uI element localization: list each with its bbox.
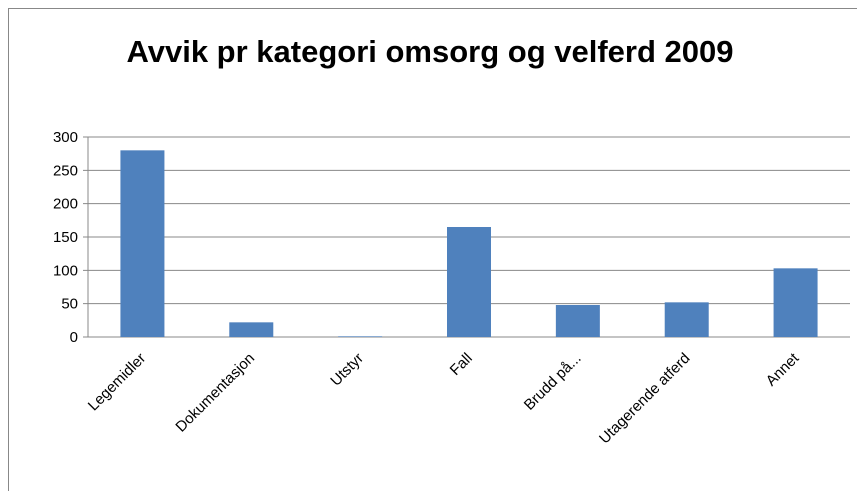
x-tick-label: Dokumentasjon	[172, 350, 258, 436]
y-tick-label: 300	[53, 129, 78, 146]
y-tick-label: 250	[53, 162, 78, 179]
chart-frame	[8, 8, 857, 491]
bar	[664, 302, 709, 337]
y-tick-label: 0	[70, 329, 78, 346]
chart-title: Avvik pr kategori omsorg og velferd 2009	[126, 34, 734, 69]
x-tick-label: Legemidler	[85, 350, 150, 415]
bar	[229, 322, 274, 337]
x-tick-label: Annet	[763, 349, 803, 389]
y-tick-label: 150	[53, 229, 78, 246]
bar	[447, 227, 491, 337]
y-tick-label: 200	[53, 196, 78, 213]
x-tick-label: Utstyr	[327, 350, 367, 390]
x-tick-label: Fall	[447, 350, 476, 379]
bar	[555, 305, 600, 337]
bar	[773, 268, 818, 337]
x-tick-label: Brudd på...	[521, 350, 585, 414]
y-tick-label: 100	[53, 262, 78, 279]
x-tick-label: Utagerende atferd	[596, 350, 694, 448]
bar	[120, 150, 165, 337]
y-tick-label: 50	[61, 296, 78, 313]
bar	[338, 336, 383, 337]
